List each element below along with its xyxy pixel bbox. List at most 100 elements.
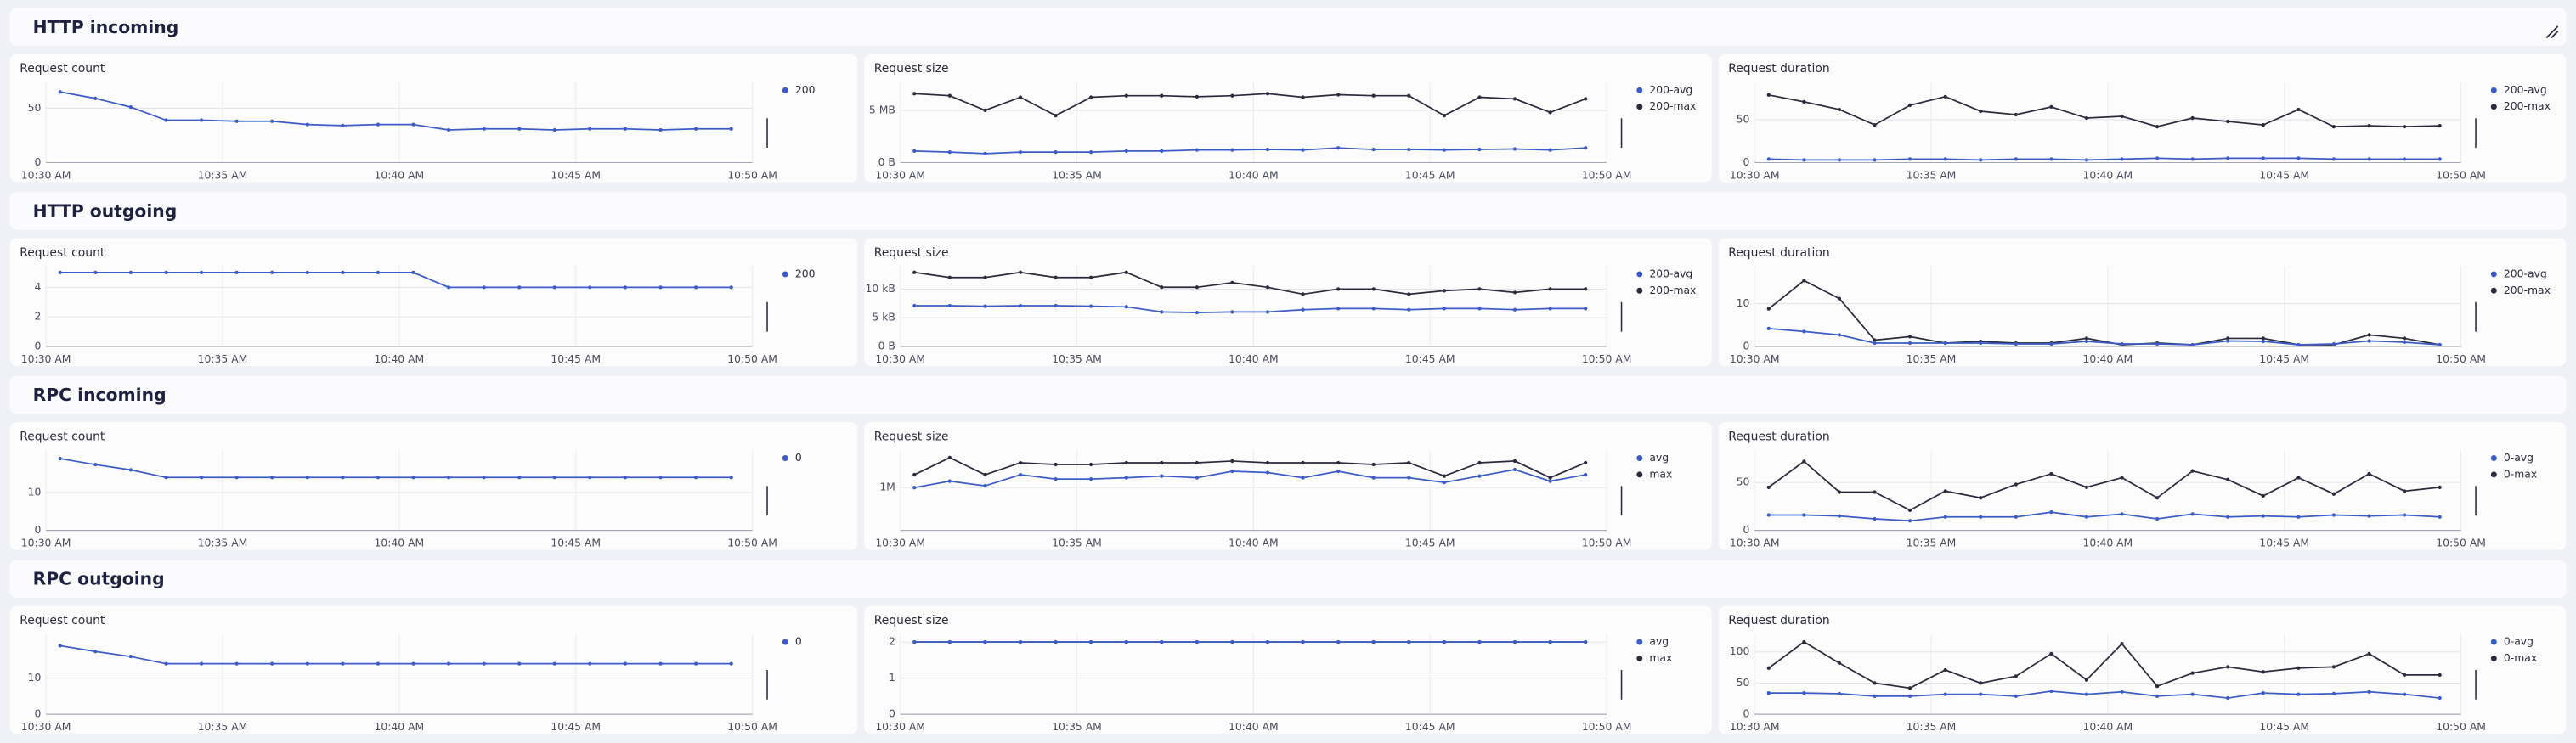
data-point [1160, 149, 1164, 154]
data-point [2155, 156, 2160, 160]
data-point [1160, 640, 1164, 644]
data-point [164, 118, 168, 122]
data-point [1979, 515, 1983, 519]
data-point [2084, 515, 2089, 519]
data-point [2226, 665, 2230, 669]
legend-marker [2490, 87, 2497, 93]
data-point [1265, 92, 1270, 96]
x-tick-label: 10:40 AM [2083, 169, 2133, 181]
data-point [1442, 481, 1447, 485]
data-point [1943, 515, 1947, 519]
legend-marker [782, 639, 788, 645]
legend-label: 200-avg [2504, 84, 2547, 96]
data-point [2120, 512, 2124, 516]
data-point [693, 127, 698, 131]
x-tick-label: 10:45 AM [551, 353, 601, 365]
x-tick-label: 10:45 AM [1405, 721, 1455, 733]
data-point [517, 285, 522, 290]
data-point [1512, 467, 1517, 472]
data-point [1442, 640, 1447, 644]
chart-panel: Request duration 0 10 10:30 AM 10:35 AM 10:40… [1718, 238, 2567, 367]
chart-title: Request size [874, 430, 949, 443]
data-point [199, 661, 204, 666]
data-point [1371, 287, 1376, 291]
x-tick-label: 10:30 AM [875, 353, 925, 365]
series-line [1768, 690, 2440, 699]
data-point [1766, 691, 1771, 695]
data-point [2190, 692, 2195, 696]
x-tick-label: 10:40 AM [2083, 353, 2133, 365]
x-tick-label: 10:45 AM [551, 721, 601, 733]
data-point [2296, 692, 2301, 696]
data-point [1371, 462, 1376, 467]
y-tick-label: 50 [1737, 476, 1750, 488]
x-tick-label: 10:30 AM [21, 353, 71, 365]
data-point [2014, 515, 2018, 519]
data-point [517, 661, 522, 666]
data-point [234, 119, 239, 123]
data-point [1195, 310, 1200, 315]
data-point [912, 640, 917, 644]
data-point [2014, 482, 2018, 487]
data-point [1584, 640, 1588, 644]
data-point [1837, 661, 1842, 666]
data-point [1979, 496, 1983, 500]
data-point [1336, 287, 1341, 291]
legend-marker [782, 271, 788, 278]
data-point [1124, 476, 1128, 480]
data-point [2155, 341, 2160, 346]
chart-panel: Request duration 0 50 100 10:30 AM 10:35 AM 10… [1718, 605, 2567, 735]
x-tick-label: 10:50 AM [1582, 721, 1632, 733]
data-point [2120, 690, 2124, 694]
y-tick-label: 50 [28, 102, 42, 114]
data-point [947, 303, 952, 308]
data-point [1230, 93, 1234, 98]
data-point [2084, 485, 2089, 489]
section-header [9, 375, 2567, 414]
legend-marker [1636, 287, 1643, 294]
data-point [1124, 270, 1128, 274]
data-point [912, 303, 917, 308]
data-point [2438, 485, 2442, 489]
legend-marker [2490, 655, 2497, 661]
data-point [2438, 515, 2442, 519]
data-point [1265, 470, 1270, 475]
y-tick-label: 0 [1743, 341, 1749, 352]
series-line [914, 147, 1586, 155]
section-header [9, 560, 2567, 598]
legend-marker [1636, 87, 1643, 93]
series-line [1768, 93, 2440, 128]
x-tick-label: 10:30 AM [1730, 721, 1780, 733]
data-point [128, 270, 133, 275]
data-point [2049, 510, 2053, 515]
data-point [1301, 307, 1305, 312]
data-point [482, 661, 486, 666]
data-point [1766, 513, 1771, 517]
legend-label: avg [1649, 452, 1669, 464]
data-point [1336, 460, 1341, 465]
data-point [1548, 640, 1552, 644]
data-point [1512, 459, 1517, 464]
resize-icon[interactable] [2545, 25, 2559, 39]
data-point [2296, 666, 2301, 670]
data-point [1301, 95, 1305, 99]
data-point [446, 127, 451, 132]
series-line [1768, 327, 2440, 346]
y-tick-label: 4 [34, 281, 41, 293]
legend-label: avg [1649, 636, 1669, 648]
legend-label: 200 [795, 267, 816, 279]
legend-marker [2490, 455, 2497, 461]
legend-label: 200-avg [2504, 267, 2547, 279]
x-tick-label: 10:35 AM [198, 721, 248, 733]
data-point [1442, 113, 1447, 118]
data-point [693, 476, 698, 480]
y-tick-label: 0 [1743, 524, 1749, 536]
data-point [1512, 307, 1517, 312]
data-point [1873, 158, 1877, 162]
data-point [1907, 519, 1912, 523]
x-tick-label: 10:45 AM [2259, 353, 2309, 365]
data-point [2331, 157, 2336, 161]
data-point [588, 476, 592, 480]
data-point [1907, 686, 1912, 690]
legend-marker [1636, 104, 1643, 110]
